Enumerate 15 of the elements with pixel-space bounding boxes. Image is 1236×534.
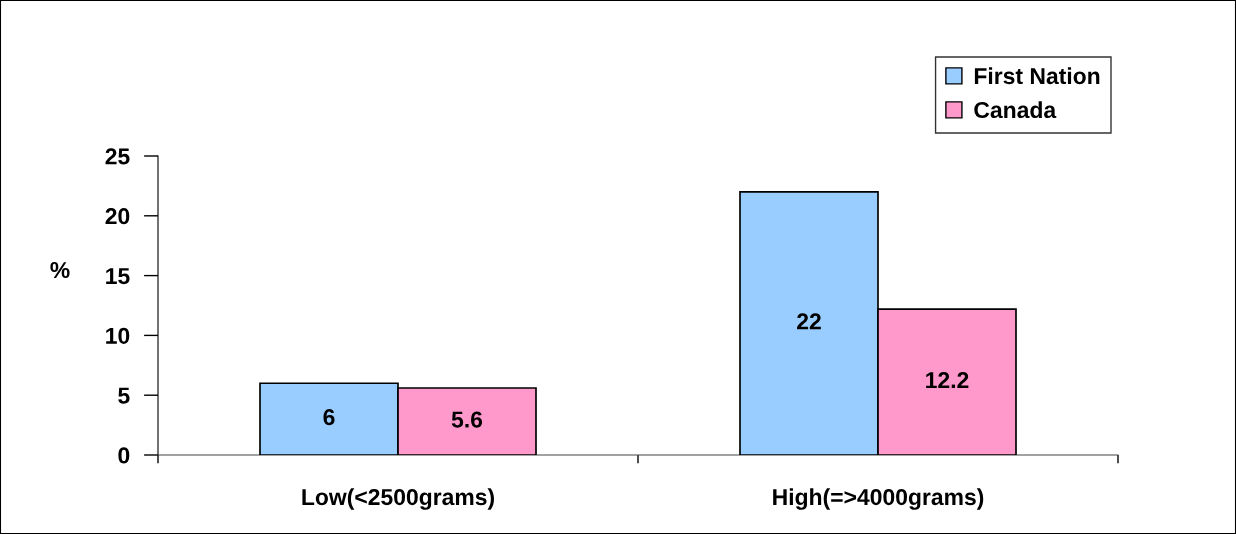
legend-label: Canada [974, 101, 1057, 119]
x-tick-label: High(=>4000grams) [773, 488, 984, 510]
data-label: 22 [797, 313, 821, 330]
y-tick-label: 25 [105, 148, 130, 165]
y-tick-label: 20 [105, 208, 130, 225]
y-tick-label: 0 [118, 447, 130, 464]
y-tick-label: 15 [106, 268, 130, 285]
x-tick-label: Low(<2500grams) [302, 488, 494, 510]
data-label: 5.6 [451, 411, 483, 428]
y-tick-label: 10 [106, 327, 130, 344]
y-axis-title: % [50, 261, 70, 279]
data-label: 6 [323, 409, 335, 426]
legend-label: First Nation [974, 67, 1100, 85]
y-tick-label: 5 [118, 387, 130, 404]
data-label: 12.2 [926, 371, 969, 388]
